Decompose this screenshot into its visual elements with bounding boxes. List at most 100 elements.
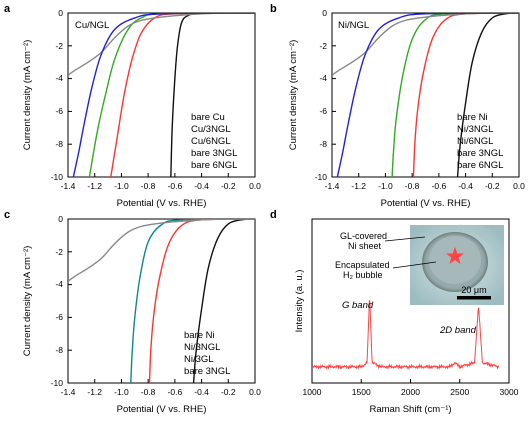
g-band-label: G band bbox=[342, 300, 374, 311]
inset-label-bubble: Encapsulated H₂ bubble bbox=[335, 260, 390, 280]
panel-c-xtick: -1.4 bbox=[61, 387, 76, 397]
legend-entry: Ni/3NGL bbox=[184, 342, 220, 353]
panel-c-ytick: -8 bbox=[55, 345, 63, 355]
legend-entry: Cu/6NGL bbox=[191, 136, 231, 147]
legend-entry: Ni/6NGL bbox=[457, 136, 493, 147]
legend-entry: Ni/3GL bbox=[184, 354, 214, 365]
panel-c-ytick: -4 bbox=[55, 279, 63, 289]
panel-b: b 0 -2 -4 -6 -8 -10 -1.4 -1.2 -1.0 -0.8 … bbox=[270, 3, 525, 209]
panel-a-legend: bare Cu Cu/3NGL Cu/6NGL bare 3NGL bare 6… bbox=[191, 112, 237, 171]
panel-a-ytick: -8 bbox=[55, 139, 63, 149]
panel-d-ylabel: Intensity (a. u.) bbox=[294, 270, 305, 333]
panel-b-ytick: -10 bbox=[315, 172, 328, 182]
panel-d-ticks bbox=[311, 379, 510, 383]
panel-d-xlabel: Raman Shift (cm⁻¹) bbox=[369, 404, 451, 415]
panel-c-xlabel: Potential (V vs. RHE) bbox=[117, 404, 207, 415]
panel-c-ytick: -10 bbox=[51, 378, 64, 388]
panel-b-ylabel: Current density (mA cm⁻²) bbox=[288, 40, 299, 151]
panel-a-xtick: -1.2 bbox=[87, 181, 102, 191]
panel-a-xtick: -0.6 bbox=[168, 181, 183, 191]
legend-entry: bare 3NGL bbox=[457, 148, 503, 159]
legend-entry: bare 6NGL bbox=[457, 160, 503, 171]
panel-b-inset-label: Ni/NGL bbox=[338, 20, 369, 31]
panel-a-xtick: -0.2 bbox=[221, 181, 236, 191]
panel-c-ytick: 0 bbox=[58, 214, 63, 224]
panel-c: c 0 -2 -4 -6 -8 -10 -1.4 -1.2 -1.0 -0.8 … bbox=[4, 209, 261, 415]
panel-c-xtick: -0.6 bbox=[168, 387, 183, 397]
legend-entry: Ni/3NGL bbox=[457, 124, 493, 135]
panel-a-inset-label: Cu/NGL bbox=[75, 20, 109, 31]
panel-c-xtick: -0.2 bbox=[221, 387, 236, 397]
panel-a-xtick: -0.8 bbox=[141, 181, 156, 191]
panel-c-ytick: -6 bbox=[55, 312, 63, 322]
panel-b-xtick: -0.2 bbox=[485, 181, 500, 191]
legend-entry: bare Cu bbox=[191, 112, 225, 123]
panel-d-xtick: 3000 bbox=[500, 387, 519, 397]
panel-b-label: b bbox=[270, 3, 277, 15]
panel-b-xlabel: Potential (V vs. RHE) bbox=[381, 198, 471, 209]
legend-entry: Cu/3NGL bbox=[191, 124, 231, 135]
panel-a-ytick: -6 bbox=[55, 106, 63, 116]
panel-c-ylabel: Current density (mA cm⁻²) bbox=[22, 246, 33, 357]
inset-pointer-bubble bbox=[392, 261, 437, 269]
inset-label-sheet: GL-covered Ni sheet bbox=[340, 231, 387, 251]
panel-b-ticks bbox=[331, 12, 520, 178]
panel-a-ytick: -10 bbox=[51, 172, 64, 182]
panel-a-ytick: 0 bbox=[58, 8, 63, 18]
panel-d-plot bbox=[312, 300, 500, 371]
series-line-ni-3gl bbox=[130, 219, 255, 383]
panel-b-ytick: -8 bbox=[319, 139, 327, 149]
panel-b-xtick: -0.8 bbox=[405, 181, 420, 191]
star-icon bbox=[446, 247, 464, 264]
panel-c-xtick: -1.0 bbox=[114, 387, 129, 397]
panel-b-xtick: -0.4 bbox=[458, 181, 473, 191]
legend-entry: bare 6NGL bbox=[191, 160, 237, 171]
panel-c-plot bbox=[68, 219, 255, 383]
scale-bar bbox=[457, 296, 491, 300]
panel-c-legend: bare Ni Ni/3NGL Ni/3GL bare 3NGL bbox=[184, 330, 230, 377]
panel-a: a 0 -2 -4 -6 -8 -10 -1.4 -1.2 -1.0 -0.8 … bbox=[4, 3, 261, 209]
panel-b-xtick: -1.0 bbox=[378, 181, 393, 191]
series-line-bare-ni bbox=[192, 219, 255, 383]
panel-c-xtick: -0.8 bbox=[141, 387, 156, 397]
panel-c-label: c bbox=[4, 209, 10, 221]
series-line-bare-6ngl bbox=[336, 13, 519, 177]
raman-spectrum-line bbox=[312, 300, 500, 371]
raman-inset-image: 20 μm bbox=[409, 224, 505, 305]
panel-b-xtick: -0.6 bbox=[432, 181, 447, 191]
panel-b-ytick: -4 bbox=[319, 73, 327, 83]
scale-bar-label: 20 μm bbox=[461, 285, 486, 295]
panel-d: d 1000 1500 2000 2500 3000 Raman Shift (… bbox=[270, 209, 519, 415]
panel-a-frame bbox=[67, 12, 256, 178]
panel-d-xtick: 1000 bbox=[303, 387, 322, 397]
panel-b-xtick: 0.0 bbox=[513, 181, 525, 191]
panel-b-xtick: -1.2 bbox=[351, 181, 366, 191]
series-line-bare-3ngl bbox=[68, 219, 255, 282]
panel-a-ticks bbox=[67, 12, 256, 178]
panel-b-ytick: -2 bbox=[319, 41, 327, 51]
panel-a-ytick: -2 bbox=[55, 41, 63, 51]
series-line-bare-3ngl bbox=[68, 13, 255, 76]
panel-b-frame bbox=[331, 12, 520, 178]
2d-band-label: 2D band bbox=[439, 325, 477, 336]
panel-a-xtick: -0.4 bbox=[194, 181, 209, 191]
panel-d-xtick: 1500 bbox=[352, 387, 371, 397]
panel-a-xtick: -1.4 bbox=[61, 181, 76, 191]
panel-a-xlabel: Potential (V vs. RHE) bbox=[117, 198, 207, 209]
panel-c-frame bbox=[67, 218, 256, 384]
panel-c-ytick: -2 bbox=[55, 247, 63, 257]
panel-a-ylabel: Current density (mA cm⁻²) bbox=[22, 40, 33, 151]
legend-entry: bare Ni bbox=[184, 330, 215, 341]
panel-a-ytick: -4 bbox=[55, 73, 63, 83]
panel-b-legend: bare Ni Ni/3NGL Ni/6NGL bare 3NGL bare 6… bbox=[457, 112, 503, 171]
series-line-bare-ni bbox=[456, 13, 519, 177]
panel-a-label: a bbox=[4, 3, 11, 15]
panel-b-plot bbox=[332, 13, 519, 177]
panel-d-label: d bbox=[270, 209, 277, 221]
panel-d-xtick: 2500 bbox=[450, 387, 469, 397]
legend-entry: bare 3NGL bbox=[191, 148, 237, 159]
panel-a-xtick: -1.0 bbox=[114, 181, 129, 191]
panel-c-xtick: 0.0 bbox=[249, 387, 261, 397]
panel-a-plot bbox=[68, 13, 255, 177]
